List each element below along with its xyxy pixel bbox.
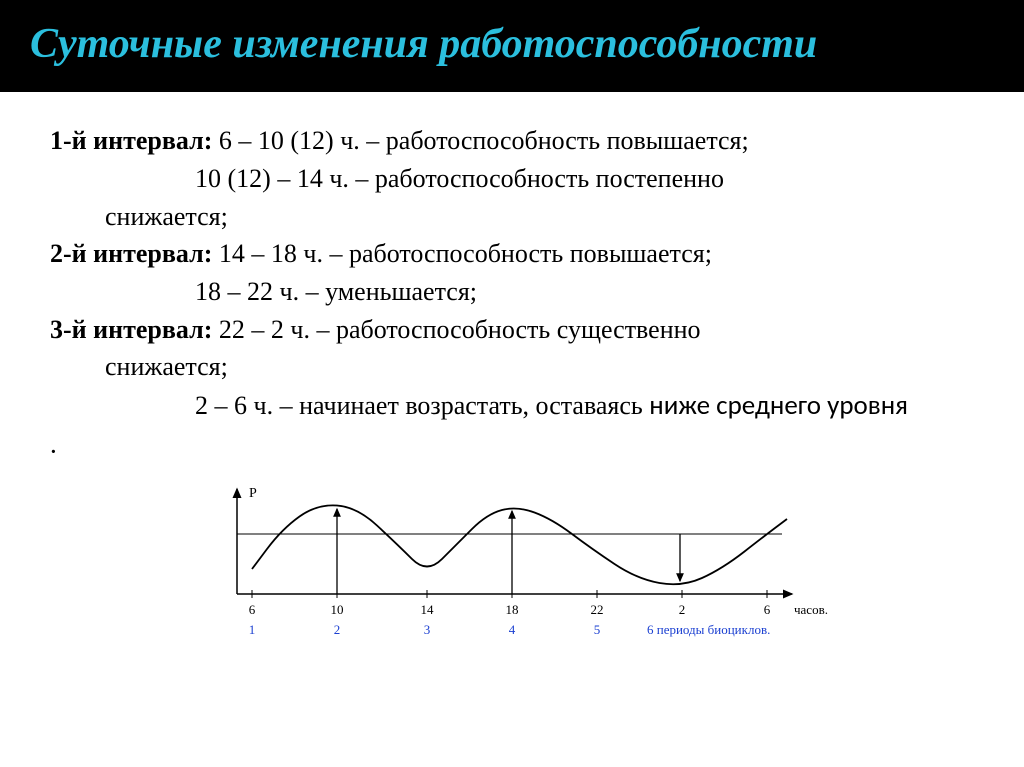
svg-text:4: 4 bbox=[509, 622, 516, 637]
interval-1-label: 1-й интервал: bbox=[50, 126, 212, 155]
svg-text:2: 2 bbox=[679, 602, 686, 617]
interval-1a-text: 6 – 10 (12) ч. – работоспособность повыш… bbox=[212, 126, 748, 155]
interval-1b2-text: снижается; bbox=[105, 202, 228, 231]
svg-text:6: 6 bbox=[249, 602, 256, 617]
svg-text:22: 22 bbox=[591, 602, 604, 617]
svg-text:P: P bbox=[249, 486, 257, 501]
svg-text:2: 2 bbox=[334, 622, 341, 637]
content-body: 1-й интервал: 6 – 10 (12) ч. – работоспо… bbox=[0, 92, 1024, 474]
interval-1b-text: 10 (12) – 14 ч. – работоспособность пост… bbox=[195, 164, 724, 193]
interval-3b-tail: ниже среднего уровня bbox=[649, 389, 908, 422]
interval-2a-text: 14 – 18 ч. – работоспособность повышаетс… bbox=[212, 239, 712, 268]
interval-2b-text: 18 – 22 ч. – уменьшается; bbox=[195, 277, 477, 306]
interval-3b-text: 2 – 6 ч. – начинает возрастать, оставаяс… bbox=[195, 391, 649, 420]
svg-text:6: 6 bbox=[764, 602, 771, 617]
svg-text:6 периоды биоциклов.: 6 периоды биоциклов. bbox=[647, 622, 770, 637]
svg-text:18: 18 bbox=[506, 602, 519, 617]
interval-3a-text: 22 – 2 ч. – работоспособность существенн… bbox=[212, 315, 700, 344]
svg-text:1: 1 bbox=[249, 622, 256, 637]
svg-text:14: 14 bbox=[421, 602, 435, 617]
interval-3a2-text: снижается; bbox=[105, 352, 228, 381]
interval-3b-tail2: . bbox=[50, 428, 57, 461]
svg-text:10: 10 bbox=[331, 602, 344, 617]
svg-text:5: 5 bbox=[594, 622, 601, 637]
svg-text:часов.: часов. bbox=[794, 602, 828, 617]
interval-2-label: 2-й интервал: bbox=[50, 239, 212, 268]
svg-text:3: 3 bbox=[424, 622, 431, 637]
page-title: Суточные изменения работоспособности bbox=[30, 20, 994, 68]
biocycle-chart: P61014182226часов.123456 периоды биоцикл… bbox=[192, 479, 832, 649]
interval-3-label: 3-й интервал: bbox=[50, 315, 212, 344]
